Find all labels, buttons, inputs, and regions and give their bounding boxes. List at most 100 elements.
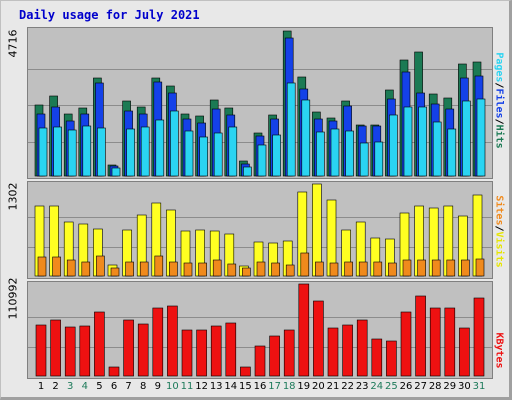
pages-bar-day-16 [257, 144, 267, 177]
pages-bar-day-22 [345, 130, 354, 177]
kbytes-bar-day-31 [473, 297, 485, 377]
x-tick-label: 2 [52, 381, 59, 392]
kbytes-bar-day-12 [196, 329, 207, 377]
kbytes-bar-day-20 [313, 300, 324, 377]
bottom-max-label: 110992 [6, 277, 20, 320]
x-tick-label: 26 [399, 381, 413, 392]
legend-hits: Hits [493, 124, 505, 149]
sites-bar-day-19 [300, 252, 310, 277]
kbytes-bar-day-11 [181, 329, 193, 377]
pages-bar-day-9 [155, 119, 165, 177]
x-tick-label: 31 [472, 381, 486, 392]
x-tick-label: 19 [297, 381, 311, 392]
legend-sites: Sites [493, 195, 505, 226]
kbytes-bar-day-21 [327, 327, 339, 377]
kbytes-bar-day-18 [283, 329, 295, 377]
pages-bar-day-14 [228, 126, 238, 177]
top-max-label: 4716 [6, 29, 20, 58]
pages-bar-day-5 [97, 127, 106, 177]
kbytes-bar-day-2 [50, 319, 61, 377]
pages-bar-day-28 [432, 121, 442, 177]
pages-bar-day-1 [38, 127, 48, 177]
pages-bar-day-13 [213, 132, 223, 177]
x-tick-label: 8 [140, 381, 147, 392]
pages-bar-day-19 [301, 99, 311, 177]
kbytes-bar-day-30 [459, 327, 470, 377]
x-tick-label: 30 [458, 381, 471, 392]
sites-bar-day-27 [417, 259, 426, 277]
sites-bar-day-29 [446, 259, 456, 277]
kbytes-bar-day-16 [254, 345, 266, 377]
x-tick-label: 10 [166, 381, 179, 392]
sites-bar-day-30 [461, 259, 470, 277]
panel-kbytes [27, 281, 493, 379]
bottom-legend: KBytes [494, 321, 505, 381]
pages-bar-day-12 [199, 136, 208, 177]
x-tick-label: 22 [341, 381, 354, 392]
sites-bar-day-18 [285, 264, 295, 277]
pages-bar-day-11 [184, 130, 194, 177]
x-tick-label: 21 [326, 381, 340, 392]
sites-bar-day-26 [402, 259, 412, 277]
sites-bar-day-23 [358, 261, 368, 277]
kbytes-bar-day-23 [356, 319, 368, 377]
x-axis-day-labels: 1 2 3 4 5 6 7 8 9 10 11 12 13 14 15 16 17 18 19 20 21 22 23 24 2… [27, 381, 491, 395]
x-tick-label: 12 [195, 381, 208, 392]
sites-bar-day-20 [315, 261, 324, 277]
sites-bar-day-2 [52, 256, 61, 277]
sites-bar-day-1 [37, 256, 47, 277]
pages-bar-day-31 [476, 98, 486, 177]
pages-bar-day-24 [374, 141, 384, 177]
pages-bar-day-23 [359, 142, 369, 177]
x-tick-label: 29 [443, 381, 457, 392]
pages-bar-day-20 [316, 131, 325, 177]
x-tick-label: 18 [282, 381, 296, 392]
sites-bar-day-25 [388, 262, 397, 277]
pages-bar-day-4 [82, 125, 92, 177]
kbytes-bar-day-19 [298, 283, 310, 377]
kbytes-bar-day-10 [167, 305, 178, 377]
sites-bar-day-13 [212, 259, 222, 277]
x-tick-label: 4 [81, 381, 88, 392]
x-tick-label: 5 [96, 381, 103, 392]
kbytes-bar-day-26 [400, 311, 412, 377]
kbytes-bar-day-3 [64, 326, 76, 377]
sites-bar-day-9 [154, 255, 164, 277]
chart-kbytes [28, 283, 492, 377]
x-tick-label: 24 [370, 381, 384, 392]
x-tick-label: 7 [125, 381, 132, 392]
x-tick-label: 16 [253, 381, 267, 392]
pages-bar-day-18 [286, 82, 296, 177]
kbytes-bar-day-5 [94, 311, 105, 377]
sites-bar-day-4 [81, 261, 91, 277]
x-tick-label: 1 [37, 381, 45, 392]
kbytes-bar-day-7 [123, 319, 134, 377]
sites-bar-day-12 [198, 262, 207, 277]
kbytes-bar-day-29 [444, 307, 456, 377]
x-tick-label: 11 [180, 381, 194, 392]
x-tick-label: 27 [414, 381, 427, 392]
kbytes-bar-day-6 [108, 366, 120, 377]
pages-bar-day-26 [403, 106, 413, 177]
pages-bar-day-2 [53, 126, 62, 177]
pages-bar-day-3 [67, 129, 77, 177]
x-tick-label: 15 [239, 381, 252, 392]
sites-bar-day-3 [66, 259, 76, 277]
kbytes-bar-day-13 [210, 325, 222, 377]
x-tick-label: 9 [154, 381, 161, 392]
x-tick-label: 14 [224, 381, 238, 392]
x-tick-label: 13 [209, 381, 223, 392]
kbytes-bar-day-15 [240, 366, 251, 377]
sites-bar-day-14 [227, 263, 237, 277]
chart-hits-files-pages [28, 30, 492, 177]
chart-title: Daily usage for July 2021 [19, 8, 200, 22]
pages-bar-day-21 [330, 128, 340, 177]
pages-bar-day-10 [170, 110, 179, 177]
kbytes-bar-day-17 [269, 335, 280, 377]
sites-bar-day-6 [110, 267, 120, 277]
x-tick-label: 17 [268, 381, 281, 392]
x-tick-label: 28 [428, 381, 442, 392]
sites-bar-day-5 [96, 255, 105, 277]
pages-bar-day-7 [126, 128, 135, 177]
sites-bar-day-24 [373, 261, 383, 277]
